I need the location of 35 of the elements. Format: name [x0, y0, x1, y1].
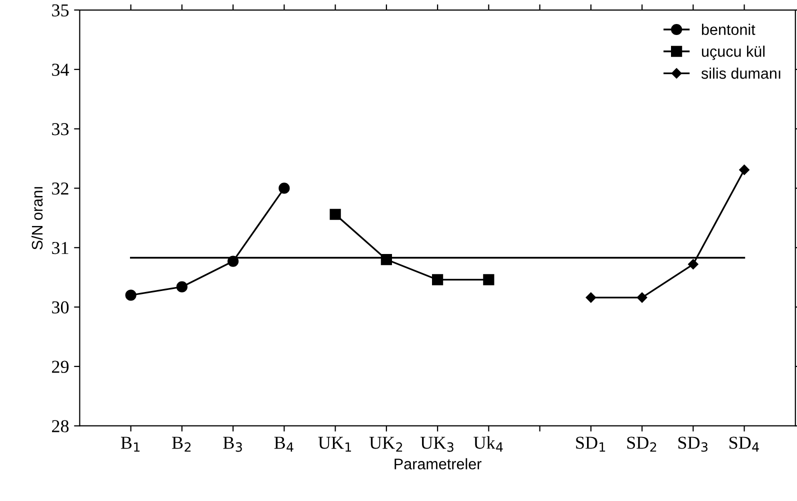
x-tick-label: UK$_{3}$ [420, 436, 454, 452]
point [483, 274, 494, 286]
point [176, 281, 188, 292]
x-tick-label: UK$_{2}$ [369, 436, 402, 452]
x-tick-label: SD$_{2}$ [627, 436, 656, 452]
x-tick-label: Uk$_{4}$ [474, 436, 503, 452]
point [432, 274, 444, 286]
y-tick-label: 28 [52, 420, 69, 432]
x-tick-label: UK$_{1}$ [318, 436, 352, 452]
point [278, 182, 290, 194]
point [739, 164, 750, 175]
point [586, 292, 596, 303]
y-tick-label: 30 [52, 301, 69, 314]
y-axis-title: S/N oranı [31, 187, 43, 250]
point [125, 290, 136, 301]
point [330, 208, 341, 220]
y-tick-label: 32 [52, 182, 68, 195]
y-tick-label: 35 [52, 4, 69, 16]
x-tick-label: SD$_{4}$ [730, 436, 759, 452]
x-tick-label: B$_{4}$ [274, 436, 294, 452]
y-tick-label: 33 [52, 123, 69, 136]
x-tick-label: B$_{2}$ [172, 436, 191, 452]
point [688, 259, 698, 270]
x-tick-label: SD$_{1}$ [576, 436, 606, 452]
legend-label: silis dumanı [701, 68, 780, 79]
y-tick-label: 34 [52, 64, 69, 76]
x-tick-label: SD$_{3}$ [678, 436, 708, 452]
legend-label: bentonit [702, 24, 756, 35]
y-tick-label: 31 [52, 242, 68, 254]
x-tick-label: B$_{1}$ [120, 436, 140, 452]
x-axis-title: Parametreler [394, 458, 482, 470]
x-tick-label: B$_{3}$ [223, 436, 242, 452]
legend-label: uçucu kül [702, 46, 765, 60]
y-tick-label: 29 [52, 360, 69, 373]
point [636, 292, 648, 303]
